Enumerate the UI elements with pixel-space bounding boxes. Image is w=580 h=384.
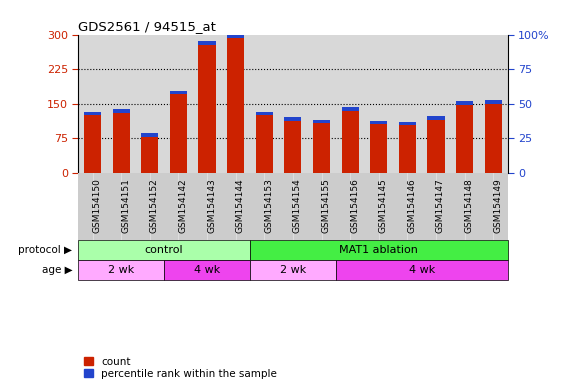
Bar — [485, 104, 502, 173]
Text: age ▶: age ▶ — [42, 265, 72, 275]
Bar — [342, 111, 358, 173]
Bar — [256, 115, 273, 173]
Bar — [142, 133, 158, 137]
Bar — [198, 41, 216, 45]
Bar — [78, 260, 164, 280]
Text: 2 wk: 2 wk — [280, 265, 306, 275]
Bar — [250, 240, 508, 260]
Bar — [170, 91, 187, 94]
Text: 2 wk: 2 wk — [108, 265, 135, 275]
Bar — [164, 260, 250, 280]
Text: GSM154143: GSM154143 — [207, 178, 216, 233]
Bar — [113, 113, 130, 173]
Bar — [485, 100, 502, 104]
Bar — [198, 45, 216, 173]
Text: control: control — [145, 245, 183, 255]
Bar — [170, 94, 187, 173]
Bar — [370, 121, 387, 124]
Text: MAT1 ablation: MAT1 ablation — [339, 245, 418, 255]
Bar — [313, 124, 330, 173]
Bar — [142, 137, 158, 173]
Text: GSM154153: GSM154153 — [264, 178, 273, 233]
Text: GSM154145: GSM154145 — [379, 178, 388, 233]
Text: 4 wk: 4 wk — [408, 265, 435, 275]
Text: GSM154146: GSM154146 — [407, 178, 416, 233]
Bar — [227, 35, 244, 38]
Bar — [284, 121, 302, 173]
Bar — [313, 120, 330, 124]
Text: GSM154154: GSM154154 — [293, 178, 302, 233]
Bar — [336, 260, 508, 280]
Bar — [227, 38, 244, 173]
Text: GSM154151: GSM154151 — [121, 178, 130, 233]
Bar — [370, 124, 387, 173]
Bar — [399, 122, 416, 125]
Bar — [427, 120, 444, 173]
Bar — [113, 109, 130, 113]
Text: 4 wk: 4 wk — [194, 265, 220, 275]
Text: GSM154152: GSM154152 — [150, 178, 159, 233]
Bar — [84, 115, 101, 173]
Bar — [456, 101, 473, 104]
Text: GSM154155: GSM154155 — [321, 178, 331, 233]
Bar — [84, 111, 101, 115]
Text: GDS2561 / 94515_at: GDS2561 / 94515_at — [78, 20, 216, 33]
Bar — [256, 111, 273, 115]
Text: protocol ▶: protocol ▶ — [19, 245, 72, 255]
Text: GSM154148: GSM154148 — [465, 178, 474, 233]
Legend: count, percentile rank within the sample: count, percentile rank within the sample — [84, 357, 277, 379]
Text: GSM154142: GSM154142 — [179, 178, 187, 233]
Text: GSM154156: GSM154156 — [350, 178, 359, 233]
Bar — [342, 107, 358, 111]
Bar — [78, 240, 250, 260]
Bar — [250, 260, 336, 280]
Text: GSM154147: GSM154147 — [436, 178, 445, 233]
Bar — [399, 125, 416, 173]
Text: GSM154149: GSM154149 — [493, 178, 502, 233]
Bar — [284, 117, 302, 121]
Bar — [427, 116, 444, 120]
Text: GSM154150: GSM154150 — [93, 178, 101, 233]
Text: GSM154144: GSM154144 — [235, 178, 245, 233]
Bar — [456, 104, 473, 173]
